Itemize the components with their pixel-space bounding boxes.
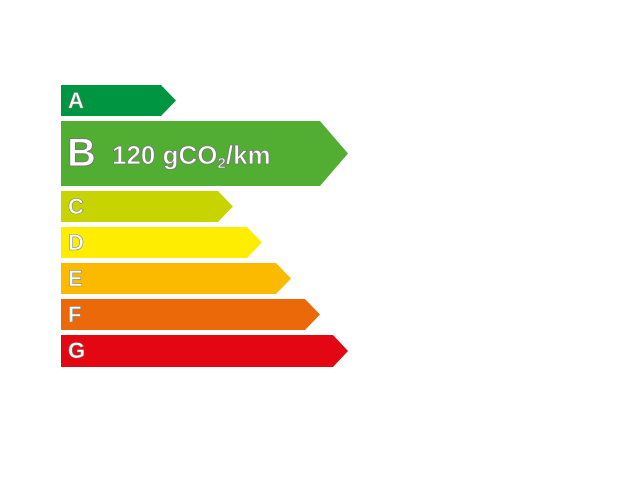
class-letter: B	[67, 131, 96, 175]
class-letter: D	[68, 230, 84, 255]
class-bar-a: A	[61, 85, 176, 116]
class-letter: G	[68, 338, 86, 363]
class-letter: A	[68, 88, 84, 113]
class-bar-b: B 120 gCO2/km	[61, 121, 348, 186]
class-bar-e: E	[61, 263, 291, 294]
class-bar-g: G	[61, 335, 348, 367]
class-bar-c: C	[61, 191, 233, 222]
class-letter: E	[68, 266, 83, 291]
class-bar-d: D	[61, 227, 262, 258]
class-bar-f: F	[61, 299, 320, 330]
class-letter: C	[68, 194, 84, 219]
class-letter: F	[68, 302, 82, 327]
emission-value: 120 gCO2/km	[112, 140, 271, 172]
